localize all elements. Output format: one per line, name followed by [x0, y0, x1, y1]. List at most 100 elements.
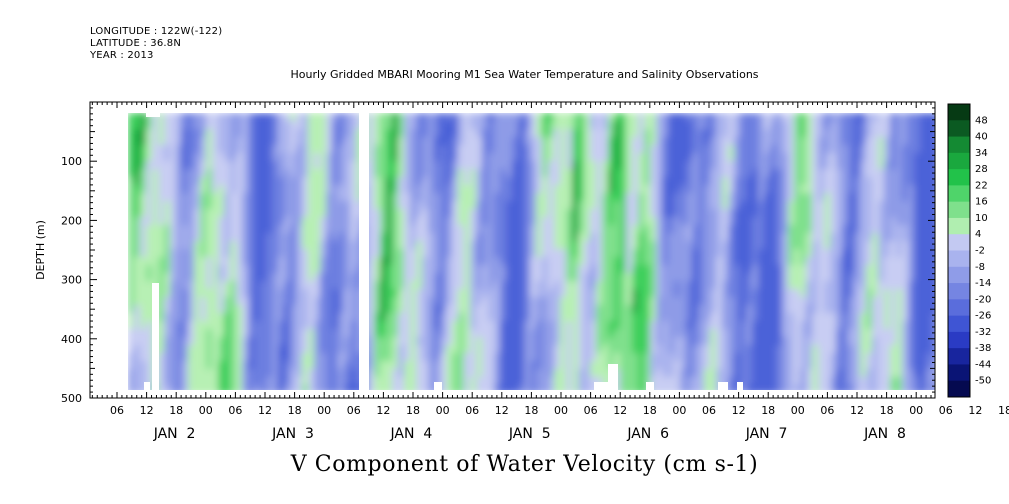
- heatmap-cell: [554, 305, 561, 314]
- heatmap-cell: [578, 369, 585, 378]
- heatmap-cell: [914, 265, 921, 274]
- heatmap-cell: [338, 225, 345, 234]
- heatmap-cell: [572, 289, 579, 298]
- heatmap-cell: [674, 113, 681, 122]
- heatmap-cell: [230, 321, 237, 330]
- heatmap-cell: [620, 297, 627, 306]
- heatmap-cell: [698, 273, 705, 282]
- heatmap-cell: [740, 249, 747, 258]
- heatmap-cell: [578, 361, 585, 370]
- heatmap-cell: [128, 369, 135, 378]
- heatmap-cell: [818, 353, 825, 362]
- heatmap-cell: [908, 249, 915, 258]
- heatmap-cell: [728, 297, 735, 306]
- heatmap-cell: [572, 305, 579, 314]
- heatmap-cell: [236, 289, 243, 298]
- heatmap-cell: [452, 321, 459, 330]
- heatmap-cell: [692, 385, 699, 390]
- heatmap-cell: [290, 345, 297, 354]
- heatmap-cell: [302, 225, 309, 234]
- heatmap-cell: [506, 297, 513, 306]
- heatmap-cell: [488, 321, 495, 330]
- heatmap-cell: [302, 281, 309, 290]
- heatmap-cell: [896, 313, 903, 322]
- heatmap-cell: [704, 377, 711, 386]
- heatmap-cell: [464, 249, 471, 258]
- heatmap-cell: [152, 153, 159, 162]
- heatmap-cell: [854, 337, 861, 346]
- heatmap-cell: [230, 233, 237, 242]
- heatmap-cell: [782, 289, 789, 298]
- heatmap-cell: [302, 273, 309, 282]
- heatmap-cell: [554, 177, 561, 186]
- heatmap-cell: [596, 353, 603, 362]
- heatmap-cell: [596, 137, 603, 146]
- heatmap-cell: [548, 313, 555, 322]
- heatmap-cell: [308, 345, 315, 354]
- heatmap-cell: [176, 321, 183, 330]
- heatmap-cell: [926, 313, 933, 322]
- heatmap-cell: [176, 185, 183, 194]
- heatmap-cell: [272, 201, 279, 210]
- heatmap-cell: [308, 305, 315, 314]
- heatmap-cell: [542, 177, 549, 186]
- heatmap-cell: [638, 265, 645, 274]
- heatmap-cell: [464, 369, 471, 378]
- heatmap-cell: [746, 145, 753, 154]
- heatmap-cell: [272, 169, 279, 178]
- heatmap-cell: [182, 137, 189, 146]
- heatmap-cell: [752, 225, 759, 234]
- heatmap-cell: [620, 177, 627, 186]
- heatmap-cell: [560, 225, 567, 234]
- heatmap-cell: [236, 137, 243, 146]
- heatmap-cell: [284, 129, 291, 138]
- heatmap-cell: [734, 129, 741, 138]
- heatmap-cell: [824, 153, 831, 162]
- heatmap-cell: [650, 369, 657, 378]
- heatmap-cell: [800, 129, 807, 138]
- heatmap-cell: [824, 281, 831, 290]
- heatmap-cell: [842, 385, 849, 390]
- heatmap-cell: [140, 385, 147, 390]
- heatmap-cell: [812, 385, 819, 390]
- heatmap-cell: [422, 241, 429, 250]
- heatmap-cell: [704, 217, 711, 226]
- heatmap-cell: [434, 161, 441, 170]
- heatmap-cell: [212, 217, 219, 226]
- heatmap-cell: [242, 361, 249, 370]
- heatmap-cell: [296, 385, 303, 390]
- heatmap-cell: [776, 249, 783, 258]
- heatmap-cell: [374, 337, 381, 346]
- heatmap-cell: [248, 385, 255, 390]
- heatmap-cell: [524, 329, 531, 338]
- heatmap-cell: [644, 353, 651, 362]
- heatmap-cell: [656, 209, 663, 218]
- heatmap-cell: [416, 193, 423, 202]
- heatmap-cell: [734, 249, 741, 258]
- heatmap-cell: [182, 281, 189, 290]
- heatmap-cell: [740, 273, 747, 282]
- heatmap-cell: [878, 305, 885, 314]
- heatmap-cell: [782, 185, 789, 194]
- heatmap-cell: [566, 313, 573, 322]
- heatmap-cell: [890, 361, 897, 370]
- heatmap-cell: [806, 233, 813, 242]
- heatmap-cell: [866, 265, 873, 274]
- heatmap-cell: [776, 273, 783, 282]
- heatmap-cell: [272, 161, 279, 170]
- heatmap-cell: [404, 161, 411, 170]
- heatmap-cell: [812, 257, 819, 266]
- heatmap-cell: [350, 241, 357, 250]
- heatmap-cell: [704, 345, 711, 354]
- heatmap-cell: [656, 281, 663, 290]
- heatmap-cell: [830, 145, 837, 154]
- heatmap-cell: [800, 241, 807, 250]
- heatmap-cell: [572, 281, 579, 290]
- heatmap-cell: [884, 345, 891, 354]
- heatmap-cell: [536, 113, 543, 122]
- heatmap-cell: [614, 193, 621, 202]
- heatmap-cell: [548, 273, 555, 282]
- heatmap-cell: [302, 113, 309, 122]
- heatmap-cell: [242, 161, 249, 170]
- heatmap-cell: [344, 129, 351, 138]
